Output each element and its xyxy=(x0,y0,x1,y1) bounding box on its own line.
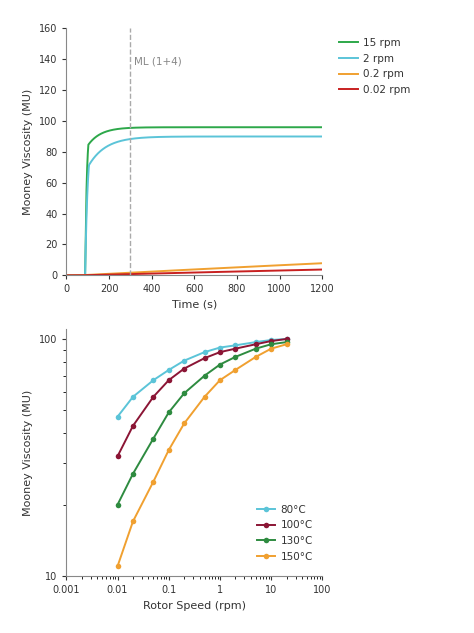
2 rpm xyxy=(311,133,317,141)
130°C xyxy=(150,435,156,442)
15 rpm xyxy=(319,123,325,131)
150°C xyxy=(284,341,290,348)
Legend: 80°C, 100°C, 130°C, 150°C: 80°C, 100°C, 130°C, 150°C xyxy=(253,500,317,566)
Line: 2 rpm: 2 rpm xyxy=(66,137,322,275)
100°C xyxy=(130,422,136,430)
100°C xyxy=(150,393,156,401)
130°C xyxy=(130,470,136,477)
0.02 rpm xyxy=(173,269,179,277)
130°C xyxy=(217,361,223,368)
100°C xyxy=(217,348,223,356)
80°C xyxy=(201,348,207,356)
15 rpm xyxy=(299,123,305,131)
80°C xyxy=(233,342,238,349)
0.2 rpm xyxy=(299,260,305,268)
Line: 130°C: 130°C xyxy=(115,339,289,508)
2 rpm xyxy=(299,133,305,141)
150°C xyxy=(182,420,187,427)
130°C xyxy=(268,341,274,348)
Line: 15 rpm: 15 rpm xyxy=(66,127,322,275)
100°C xyxy=(268,337,274,345)
80°C xyxy=(115,413,120,420)
0.2 rpm xyxy=(311,260,317,267)
100°C xyxy=(166,377,172,384)
100°C xyxy=(233,345,238,353)
2 rpm xyxy=(185,133,191,141)
0.02 rpm xyxy=(185,269,191,277)
0.02 rpm xyxy=(319,266,325,273)
150°C xyxy=(130,518,136,525)
Line: 80°C: 80°C xyxy=(115,336,289,420)
150°C xyxy=(166,446,172,454)
15 rpm xyxy=(173,123,179,131)
Line: 150°C: 150°C xyxy=(115,341,289,569)
2 rpm xyxy=(173,133,179,141)
2 rpm xyxy=(171,133,177,141)
X-axis label: Rotor Speed (rpm): Rotor Speed (rpm) xyxy=(143,601,246,611)
0.02 rpm xyxy=(299,266,305,274)
150°C xyxy=(217,377,223,384)
X-axis label: Time (s): Time (s) xyxy=(172,300,217,310)
100°C xyxy=(201,354,207,362)
0.2 rpm xyxy=(171,266,177,274)
150°C xyxy=(115,562,120,570)
2 rpm xyxy=(319,133,325,141)
15 rpm xyxy=(171,123,177,131)
15 rpm xyxy=(185,123,191,131)
130°C xyxy=(201,372,207,380)
0.2 rpm xyxy=(173,266,179,274)
2 rpm xyxy=(249,133,255,141)
15 rpm xyxy=(64,272,69,279)
130°C xyxy=(253,345,258,353)
130°C xyxy=(284,338,290,346)
15 rpm xyxy=(311,123,317,131)
80°C xyxy=(150,377,156,384)
130°C xyxy=(182,389,187,397)
Y-axis label: Mooney Viscosity (MU): Mooney Viscosity (MU) xyxy=(23,389,33,516)
0.2 rpm xyxy=(319,260,325,267)
80°C xyxy=(284,335,290,343)
80°C xyxy=(253,338,258,346)
150°C xyxy=(201,393,207,401)
100°C xyxy=(115,453,120,460)
Line: 100°C: 100°C xyxy=(115,336,289,459)
0.2 rpm xyxy=(64,272,69,279)
80°C xyxy=(268,336,274,344)
100°C xyxy=(284,335,290,343)
80°C xyxy=(130,393,136,401)
Line: 0.02 rpm: 0.02 rpm xyxy=(66,270,322,275)
100°C xyxy=(253,341,258,348)
150°C xyxy=(268,345,274,353)
150°C xyxy=(233,366,238,373)
80°C xyxy=(166,366,172,373)
100°C xyxy=(182,365,187,372)
0.02 rpm xyxy=(64,272,69,279)
130°C xyxy=(233,353,238,361)
Legend: 15 rpm, 2 rpm, 0.2 rpm, 0.02 rpm: 15 rpm, 2 rpm, 0.2 rpm, 0.02 rpm xyxy=(335,34,415,99)
0.02 rpm xyxy=(249,267,255,275)
0.02 rpm xyxy=(171,269,177,277)
0.02 rpm xyxy=(311,266,317,273)
Y-axis label: Mooney Viscosity (MU): Mooney Viscosity (MU) xyxy=(23,89,33,215)
130°C xyxy=(166,409,172,417)
130°C xyxy=(115,501,120,508)
2 rpm xyxy=(64,272,69,279)
15 rpm xyxy=(249,123,255,131)
0.2 rpm xyxy=(249,263,255,270)
0.2 rpm xyxy=(185,266,191,273)
Line: 0.2 rpm: 0.2 rpm xyxy=(66,263,322,275)
80°C xyxy=(182,357,187,365)
Text: ML (1+4): ML (1+4) xyxy=(134,56,181,66)
150°C xyxy=(253,353,258,361)
150°C xyxy=(150,478,156,486)
80°C xyxy=(217,344,223,351)
